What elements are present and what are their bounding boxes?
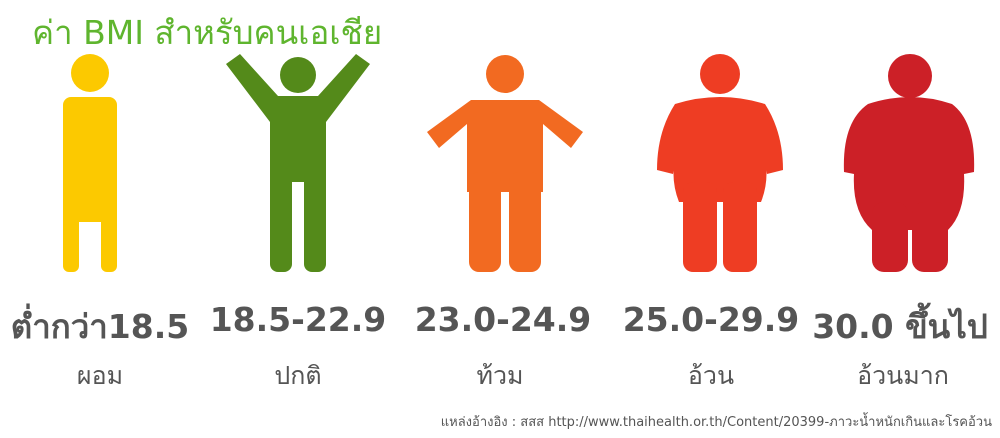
page-title: ค่า BMI สำหรับคนเอเชีย [32,13,383,52]
bmi-label-chubby: ท้วม [476,361,524,390]
bmi-range-normal: 18.5-22.9 [209,300,387,339]
bmi-label-thin: ผอม [76,361,124,390]
bmi-label-obese: อ้วนมาก [857,361,949,390]
bmi-label-fat: อ้วน [687,361,735,390]
bmi-range-obese: 30.0 ขึ้นไป [812,307,988,346]
source-reference: แหล่งอ้างอิง : สสส http://www.thaihealth… [440,415,992,430]
bmi-range-thin: ต่ำกว่า18.5 [10,307,190,346]
fat-person-icon [655,52,785,276]
bmi-label-normal: ปกติ [274,361,322,390]
bmi-range-fat: 25.0-29.9 [622,300,800,339]
thin-person-icon [50,52,130,276]
normal-person-arms-up-icon [218,52,378,276]
obese-person-icon [838,52,978,276]
chubby-person-icon [425,52,585,276]
bmi-range-chubby: 23.0-24.9 [414,300,592,339]
